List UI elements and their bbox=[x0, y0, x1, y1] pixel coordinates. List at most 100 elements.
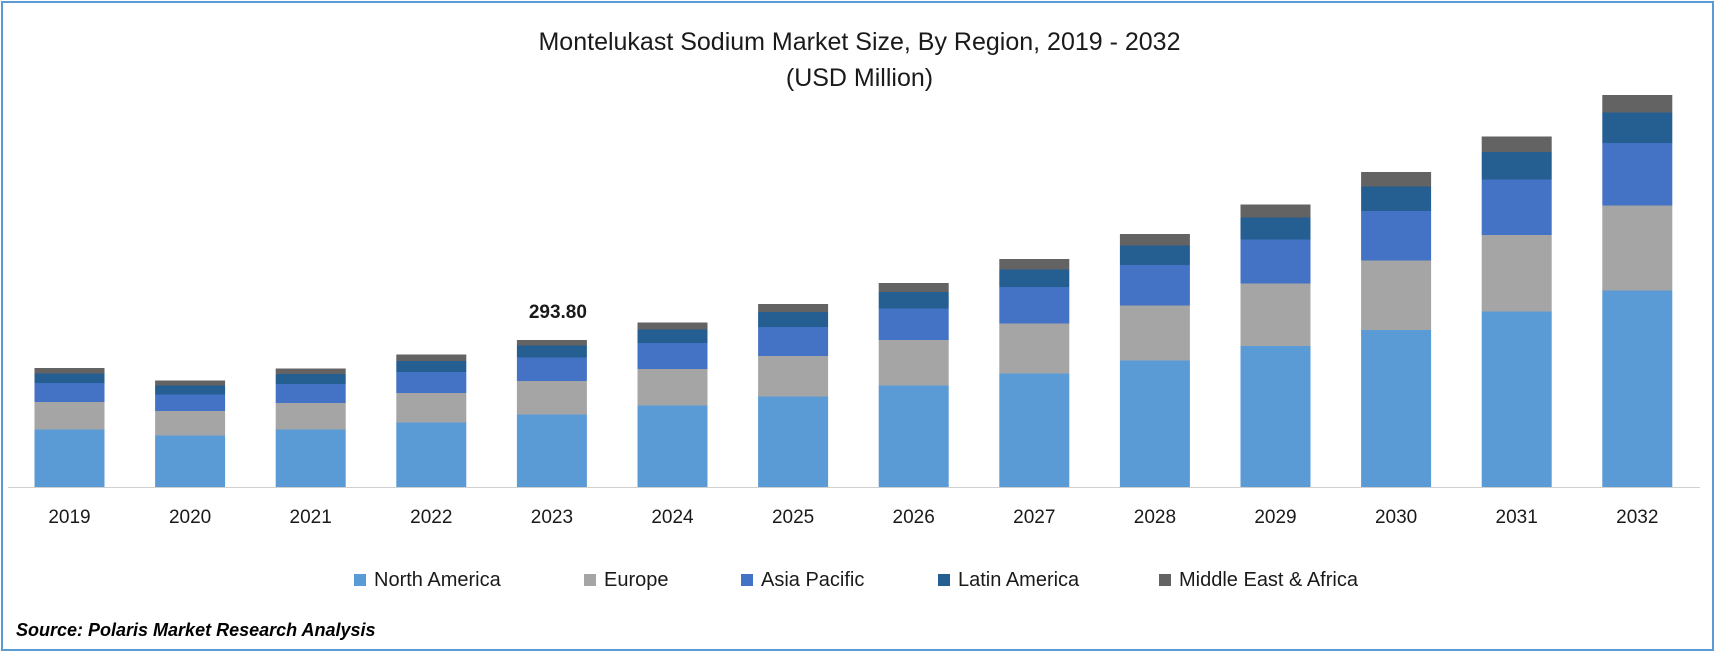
bar-middle-east-and-africa-2025 bbox=[758, 304, 829, 312]
bar-middle-east-and-africa-2024 bbox=[637, 322, 708, 330]
legend-label: North America bbox=[374, 568, 501, 591]
bar-north-america-2025 bbox=[758, 396, 829, 487]
bar-middle-east-and-africa-2020 bbox=[155, 380, 226, 386]
bar-middle-east-and-africa-2027 bbox=[999, 259, 1070, 270]
x-tick-label: 2025 bbox=[772, 507, 814, 528]
bar-asia-pacific-2024 bbox=[637, 343, 708, 369]
bar-europe-2021 bbox=[275, 403, 346, 430]
legend-swatch bbox=[354, 574, 366, 586]
bar-middle-east-and-africa-2023 bbox=[516, 340, 587, 346]
bar-europe-2020 bbox=[155, 411, 226, 436]
bar-asia-pacific-2021 bbox=[275, 384, 346, 403]
bar-north-america-2022 bbox=[396, 422, 467, 487]
bar-middle-east-and-africa-2021 bbox=[275, 368, 346, 374]
bar-asia-pacific-2020 bbox=[155, 394, 226, 411]
legend-item-middle-east-and-africa: Middle East & Africa bbox=[1159, 566, 1358, 594]
legend-swatch bbox=[938, 574, 950, 586]
legend-item-asia-pacific: Asia Pacific bbox=[741, 566, 864, 594]
bar-middle-east-and-africa-2029 bbox=[1240, 204, 1311, 218]
bar-europe-2024 bbox=[637, 369, 708, 406]
x-tick-label: 2027 bbox=[1013, 507, 1055, 528]
bar-north-america-2026 bbox=[878, 385, 949, 487]
bar-latin-america-2027 bbox=[999, 269, 1070, 287]
bar-middle-east-and-africa-2019 bbox=[34, 368, 105, 374]
x-tick-label: 2028 bbox=[1134, 507, 1176, 528]
chart-plot: 2019 2020 2021 2022 2023 293.80 2024 2025 2026 20… bbox=[8, 95, 1700, 528]
legend-item-north-america: North America bbox=[354, 566, 501, 594]
bar-asia-pacific-2029 bbox=[1240, 239, 1311, 284]
bar-latin-america-2021 bbox=[275, 374, 346, 384]
bar-latin-america-2029 bbox=[1240, 217, 1311, 240]
bar-latin-america-2022 bbox=[396, 361, 467, 372]
bar-north-america-2031 bbox=[1481, 311, 1552, 487]
bar-north-america-2028 bbox=[1119, 360, 1190, 487]
bar-asia-pacific-2025 bbox=[758, 327, 829, 356]
bar-asia-pacific-2030 bbox=[1361, 211, 1432, 261]
bar-north-america-2023 bbox=[516, 414, 587, 487]
bar-latin-america-2024 bbox=[637, 329, 708, 343]
bar-europe-2023 bbox=[516, 381, 587, 415]
x-tick-label: 2019 bbox=[48, 507, 90, 528]
x-tick-label: 2031 bbox=[1496, 507, 1538, 528]
chart-title: Montelukast Sodium Market Size, By Regio… bbox=[538, 28, 1181, 56]
data-label-2023: 293.80 bbox=[529, 302, 587, 323]
x-tick-label: 2029 bbox=[1254, 507, 1296, 528]
x-tick-label: 2024 bbox=[651, 507, 694, 528]
bar-middle-east-and-africa-2031 bbox=[1481, 136, 1552, 152]
bar-north-america-2021 bbox=[275, 429, 346, 487]
legend-item-europe: Europe bbox=[584, 566, 669, 594]
bar-latin-america-2020 bbox=[155, 385, 226, 395]
bar-europe-2025 bbox=[758, 356, 829, 397]
x-tick-label: 2030 bbox=[1375, 507, 1417, 528]
legend-item-latin-america: Latin America bbox=[938, 566, 1079, 594]
bar-europe-2032 bbox=[1602, 205, 1673, 291]
bar-latin-america-2030 bbox=[1361, 186, 1432, 211]
bar-north-america-2024 bbox=[637, 405, 708, 487]
bar-europe-2027 bbox=[999, 323, 1070, 374]
legend-swatch bbox=[1159, 574, 1171, 586]
bar-asia-pacific-2019 bbox=[34, 383, 105, 402]
bar-europe-2019 bbox=[34, 402, 105, 430]
x-tick-label: 2032 bbox=[1616, 507, 1658, 528]
bar-europe-2026 bbox=[878, 340, 949, 386]
bar-asia-pacific-2031 bbox=[1481, 179, 1552, 235]
bar-north-america-2030 bbox=[1361, 330, 1432, 487]
bar-north-america-2032 bbox=[1602, 290, 1673, 487]
bar-asia-pacific-2028 bbox=[1119, 265, 1190, 306]
bar-middle-east-and-africa-2030 bbox=[1361, 172, 1432, 187]
bar-europe-2022 bbox=[396, 393, 467, 423]
legend-swatch bbox=[741, 574, 753, 586]
legend-label: Asia Pacific bbox=[761, 568, 865, 591]
bar-middle-east-and-africa-2032 bbox=[1602, 95, 1673, 113]
bar-latin-america-2023 bbox=[516, 345, 587, 358]
bar-latin-america-2031 bbox=[1481, 152, 1552, 180]
bar-middle-east-and-africa-2026 bbox=[878, 283, 949, 292]
bar-north-america-2029 bbox=[1240, 346, 1311, 487]
bar-asia-pacific-2026 bbox=[878, 308, 949, 340]
bar-middle-east-and-africa-2028 bbox=[1119, 234, 1190, 246]
bar-latin-america-2019 bbox=[34, 373, 105, 383]
bar-north-america-2020 bbox=[155, 435, 226, 487]
bar-middle-east-and-africa-2022 bbox=[396, 354, 467, 361]
legend-label: Europe bbox=[604, 568, 669, 591]
bar-latin-america-2028 bbox=[1119, 245, 1190, 265]
bar-europe-2028 bbox=[1119, 305, 1190, 361]
bar-europe-2031 bbox=[1481, 235, 1552, 312]
legend-label: Middle East & Africa bbox=[1179, 568, 1358, 591]
chart-legend: North America Europe Asia Pacific Latin Ame… bbox=[0, 566, 1719, 594]
bar-latin-america-2026 bbox=[878, 292, 949, 309]
bar-north-america-2027 bbox=[999, 373, 1070, 487]
x-tick-label: 2020 bbox=[169, 507, 211, 528]
bar-asia-pacific-2023 bbox=[516, 357, 587, 381]
bar-europe-2030 bbox=[1361, 260, 1432, 330]
bar-asia-pacific-2027 bbox=[999, 287, 1070, 324]
x-tick-label: 2022 bbox=[410, 507, 452, 528]
legend-swatch bbox=[584, 574, 596, 586]
legend-label: Latin America bbox=[958, 568, 1080, 591]
x-tick-label: 2021 bbox=[290, 507, 332, 528]
bar-latin-america-2032 bbox=[1602, 112, 1673, 143]
bar-latin-america-2025 bbox=[758, 312, 829, 327]
bar-asia-pacific-2022 bbox=[396, 372, 467, 393]
x-tick-label: 2026 bbox=[893, 507, 935, 528]
